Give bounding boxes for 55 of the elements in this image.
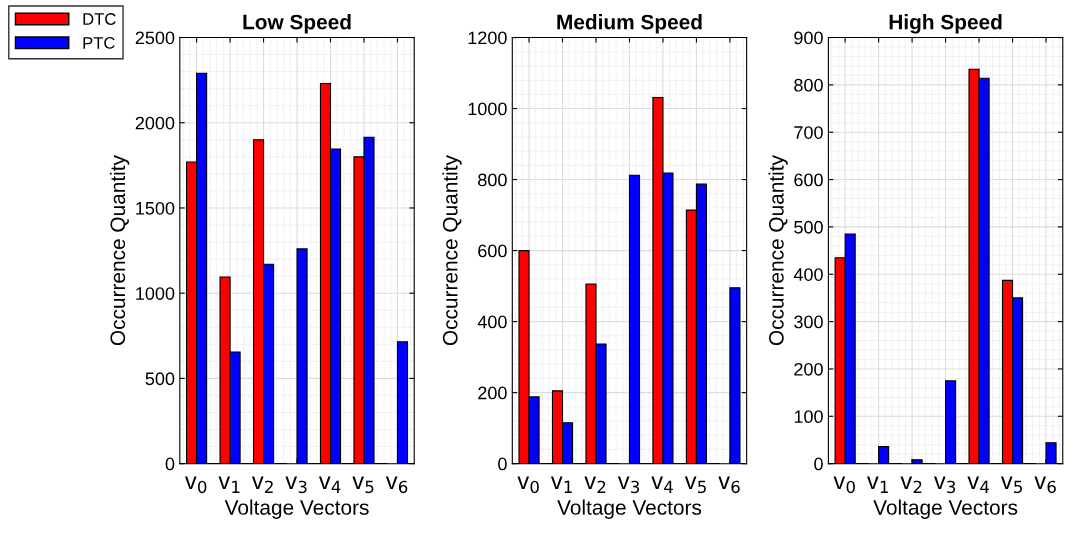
y-tick-label: 100	[794, 410, 823, 424]
x-tick-label: v$_{0}$	[833, 476, 855, 494]
x-tick-label: v$_{2}$	[900, 476, 922, 493]
x-tick-label: v$_{0}$	[184, 476, 207, 494]
legend-label: DTC	[83, 13, 116, 25]
y-tick-label: 1000	[136, 287, 175, 300]
x-tick-label: v$_{4}$	[318, 476, 341, 493]
x-tick-label: v$_{4}$	[967, 476, 989, 493]
y-tick-label: 300	[794, 315, 823, 329]
x-axis-title: Voltage Vectors	[557, 499, 702, 519]
x-tick-label: v$_{6}$	[718, 476, 740, 494]
y-axis-title: Occurrence Quantity	[442, 155, 462, 346]
y-tick-label: 200	[478, 386, 507, 400]
y-tick-label: 1000	[468, 102, 507, 116]
x-tick-label: v$_{1}$	[218, 476, 240, 493]
y-axis-title: Occurrence Quantity	[768, 155, 788, 346]
y-tick-label: 500	[145, 372, 175, 386]
y-tick-label: 200	[794, 362, 823, 376]
y-tick-label: 800	[478, 173, 507, 187]
x-tick-label: v$_{5}$	[352, 476, 374, 494]
y-tick-label: 1200	[468, 31, 507, 45]
x-tick-label: v$_{0}$	[517, 476, 539, 494]
x-tick-label: v$_{5}$	[684, 476, 706, 494]
y-tick-label: 0	[165, 457, 175, 471]
x-tick-label: v$_{4}$	[651, 476, 673, 493]
y-tick-label: 1500	[136, 201, 175, 215]
x-tick-label: v$_{6}$	[1034, 476, 1056, 494]
y-tick-label: 500	[794, 220, 823, 234]
y-tick-label: 600	[794, 173, 823, 187]
x-tick-label: v$_{6}$	[385, 476, 408, 494]
x-tick-label: v$_{2}$	[584, 476, 606, 493]
x-tick-label: v$_{2}$	[251, 476, 273, 493]
x-tick-label: v$_{3}$	[617, 476, 640, 494]
x-axis-title: Voltage Vectors	[873, 499, 1018, 519]
y-tick-label: 0	[814, 457, 823, 471]
y-axis-title: Occurrence Quantity	[109, 155, 130, 346]
x-tick-label: v$_{5}$	[1000, 476, 1022, 494]
y-tick-label: 900	[794, 31, 823, 45]
chart-title: Medium Speed	[557, 14, 702, 34]
legend-label: PTC	[83, 36, 115, 49]
chart-title: Low Speed	[243, 14, 351, 34]
x-tick-label: v$_{1}$	[867, 476, 888, 493]
y-tick-label: 400	[793, 268, 823, 281]
chart-title: High Speed	[889, 14, 1002, 34]
y-tick-label: 400	[477, 315, 507, 329]
y-tick-label: 2500	[135, 31, 175, 45]
x-tick-label: v$_{3}$	[285, 476, 307, 494]
x-tick-label: v$_{3}$	[933, 476, 956, 494]
y-tick-label: 600	[478, 244, 507, 258]
y-tick-label: 0	[498, 457, 507, 471]
y-tick-label: 2000	[135, 116, 175, 130]
x-tick-label: v$_{1}$	[550, 476, 572, 493]
y-tick-label: 800	[794, 78, 823, 92]
y-tick-label: 700	[794, 126, 823, 139]
x-axis-title: Voltage Vectors	[224, 499, 369, 519]
